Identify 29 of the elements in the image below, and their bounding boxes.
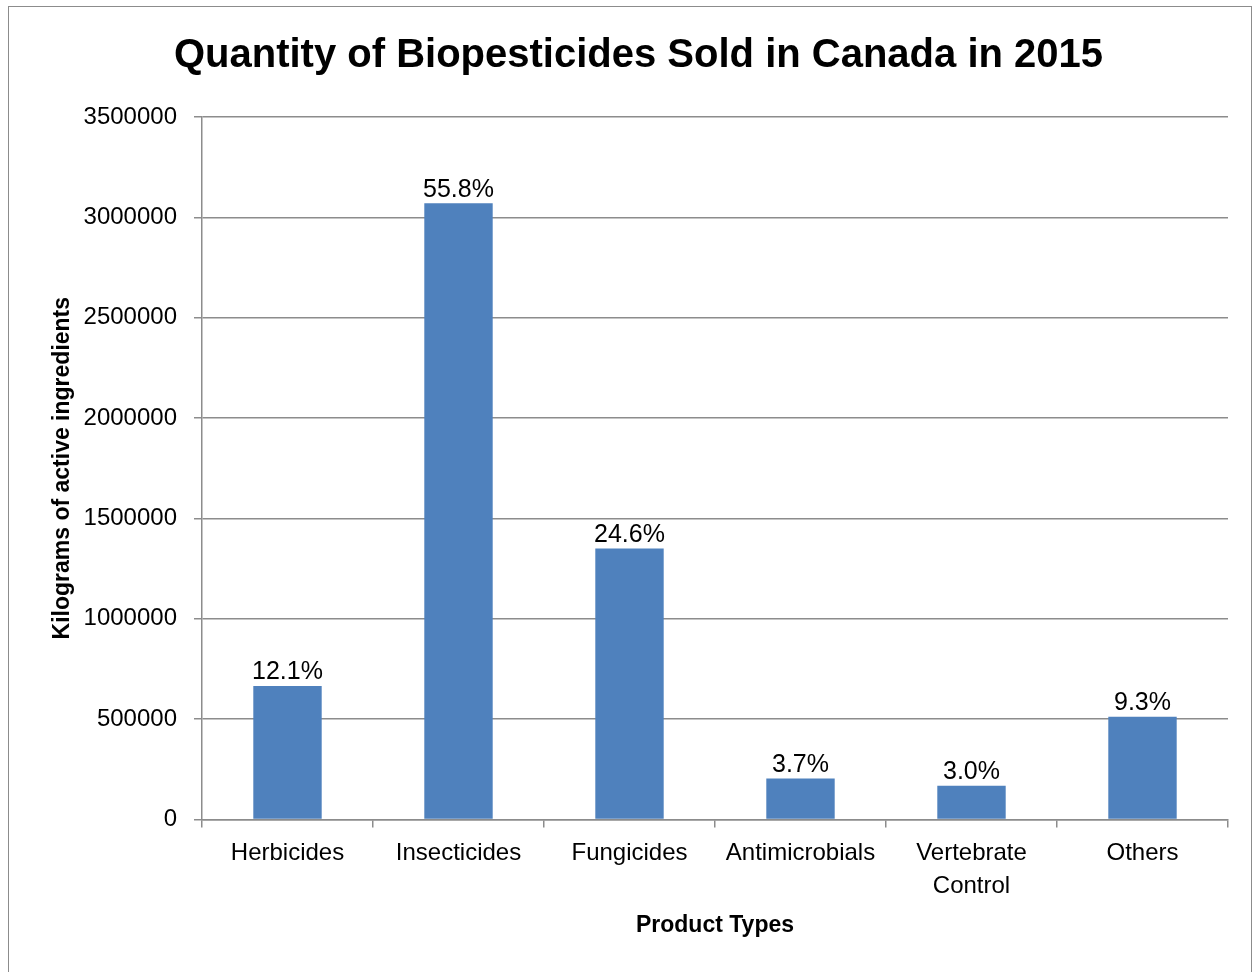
y-tick-label: 0 [163, 804, 177, 832]
x-axis-title: Product Types [635, 910, 795, 937]
annotation: 55.8% [423, 173, 494, 202]
y-tick-label: 3000000 [83, 201, 177, 229]
bar [424, 203, 493, 819]
x-tick-label: Insecticides [395, 837, 522, 865]
bar [595, 548, 664, 819]
y-tick-label: 1500000 [83, 503, 177, 530]
bar [253, 685, 322, 819]
y-tick-label: 3500000 [83, 101, 177, 129]
annotation: 24.6% [594, 518, 665, 547]
x-tick-label: Vertebrate Control [916, 837, 1027, 898]
x-tick-label: Others [1106, 837, 1179, 865]
bar [766, 778, 835, 819]
annotation: 3.0% [943, 756, 1000, 785]
annotation: 3.7% [772, 748, 829, 777]
chart-title: Quantity of Biopesticides Sold in Canada in 2015 [173, 31, 1104, 76]
x-tick-label: Herbicides [230, 837, 345, 865]
y-tick-label: 2000000 [83, 402, 177, 430]
y-tick-label: 500000 [96, 703, 177, 731]
bar [937, 785, 1006, 819]
y-tick-label: 1000000 [83, 603, 177, 631]
x-tick-label: Antimicrobials [725, 837, 876, 865]
x-tick-label: Fungicides [571, 837, 688, 865]
y-axis-title: Kilograms of active ingredients [48, 296, 75, 640]
bar [1108, 716, 1177, 819]
y-tick-label: 2500000 [83, 302, 177, 330]
annotation: 12.1% [252, 656, 323, 685]
annotation: 9.3% [1114, 687, 1171, 716]
